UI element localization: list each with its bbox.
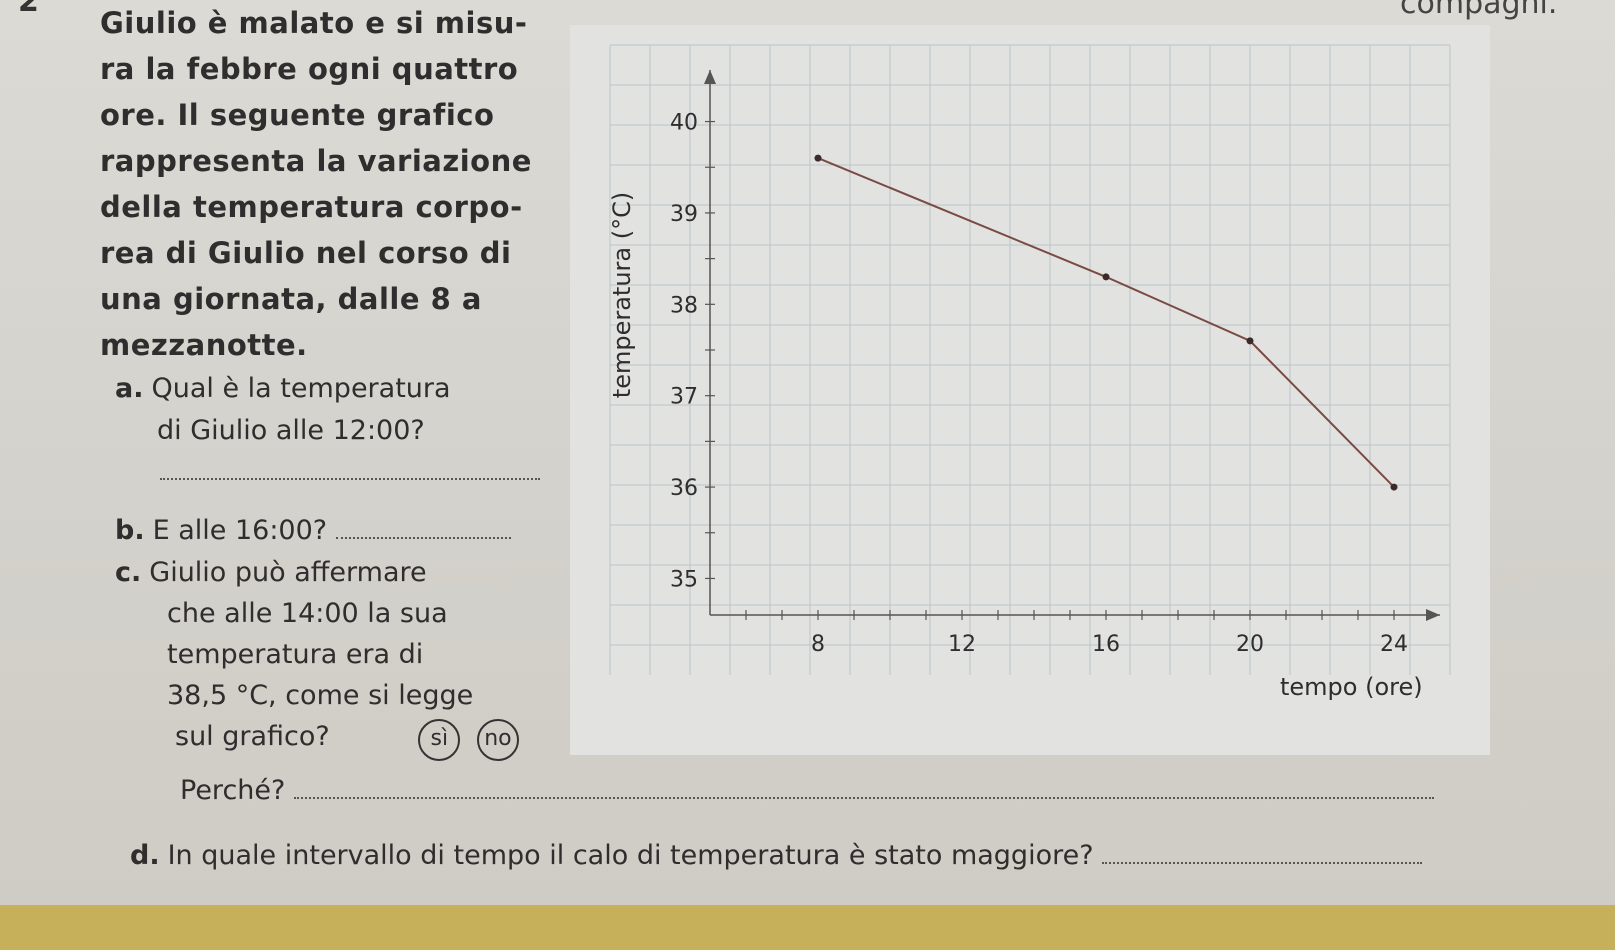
y-tick-label: 37: [670, 385, 698, 410]
data-point: [1246, 337, 1254, 345]
x-tick-label: 16: [1092, 632, 1120, 657]
answer-line-a[interactable]: [160, 478, 540, 480]
intro-text: Giulio è malato e si misu- ra la febbre …: [100, 0, 540, 368]
chart-background: [570, 25, 1490, 755]
question-d-text: In quale intervallo di tempo il calo di …: [167, 840, 1094, 871]
question-b-text: E alle 16:00?: [152, 515, 328, 546]
intro-line: rappresenta la variazione: [100, 144, 532, 178]
question-c-line: Giulio può affermare: [149, 557, 427, 588]
option-si[interactable]: sì: [418, 719, 461, 761]
y-tick-label: 36: [670, 476, 698, 501]
answer-line-b[interactable]: [335, 537, 511, 539]
y-tick-label: 40: [670, 111, 698, 136]
exercise-number: 2: [18, 0, 39, 19]
chart-ticks: 8 12 16 20 24 35 36 37 38 39 40: [670, 111, 1408, 657]
data-point: [1390, 483, 1398, 491]
question-a-line2: di Giulio alle 12:00?: [157, 415, 425, 446]
intro-line: Giulio è malato e si misu-: [100, 6, 528, 40]
answer-line-c[interactable]: [293, 797, 1434, 799]
y-axis-arrow: [704, 70, 716, 84]
option-no[interactable]: no: [476, 719, 519, 761]
x-axis-label: tempo (ore): [1280, 673, 1423, 701]
question-c-line: 38,5 °C, come si legge: [167, 680, 474, 711]
question-a: a. Qual è la temperatura di Giulio alle 1…: [115, 368, 451, 452]
intro-line: una giornata, dalle 8 a: [100, 282, 482, 316]
question-c-why: Perché?: [180, 770, 1434, 812]
chart-grid: [609, 44, 1451, 675]
intro-line: ore. Il seguente grafico: [100, 98, 495, 132]
x-tick-label: 12: [948, 632, 976, 657]
x-tick-label: 24: [1380, 632, 1408, 657]
data-point: [1102, 273, 1110, 281]
question-a-label: a.: [115, 373, 144, 404]
intro-line: rea di Giulio nel corso di: [100, 236, 512, 270]
question-b-label: b.: [115, 515, 145, 546]
temperature-line: [817, 157, 1395, 488]
question-d-label: d.: [130, 840, 160, 871]
question-b: b. E alle 16:00?: [115, 510, 511, 552]
chart-series: [814, 154, 1398, 491]
question-c: c. Giulio può affermare che alle 14:00 la…: [115, 552, 519, 761]
question-c-line: che alle 14:00 la sua: [167, 598, 448, 629]
y-tick-label: 38: [670, 293, 698, 318]
page-edge: [0, 905, 1615, 950]
intro-line: ra la febbre ogni quattro: [100, 52, 519, 86]
y-axis-label: temperatura (°C): [608, 192, 636, 398]
why-label: Perché?: [180, 775, 286, 806]
x-axis-arrow: [1426, 609, 1440, 621]
y-tick-label: 39: [670, 202, 698, 227]
question-a-line1: Qual è la temperatura: [151, 373, 451, 404]
data-point: [814, 154, 822, 162]
question-c-line: temperatura era di: [167, 639, 424, 670]
intro-line: mezzanotte.: [100, 328, 308, 362]
intro-line: della temperatura corpo-: [100, 190, 523, 224]
answer-line-d[interactable]: [1102, 862, 1423, 864]
question-c-line: sul grafico?: [175, 721, 330, 752]
corner-text: compagni.: [1400, 0, 1558, 21]
x-tick-label: 20: [1236, 632, 1264, 657]
temperature-chart: 8 12 16 20 24 35 36 37 38 39 40 tempo (ore) temper…: [570, 25, 1490, 755]
question-d: d. In quale intervallo di tempo il calo d…: [130, 835, 1423, 877]
x-tick-label: 8: [811, 632, 825, 657]
question-c-label: c.: [115, 557, 142, 588]
y-tick-label: 35: [670, 567, 698, 592]
